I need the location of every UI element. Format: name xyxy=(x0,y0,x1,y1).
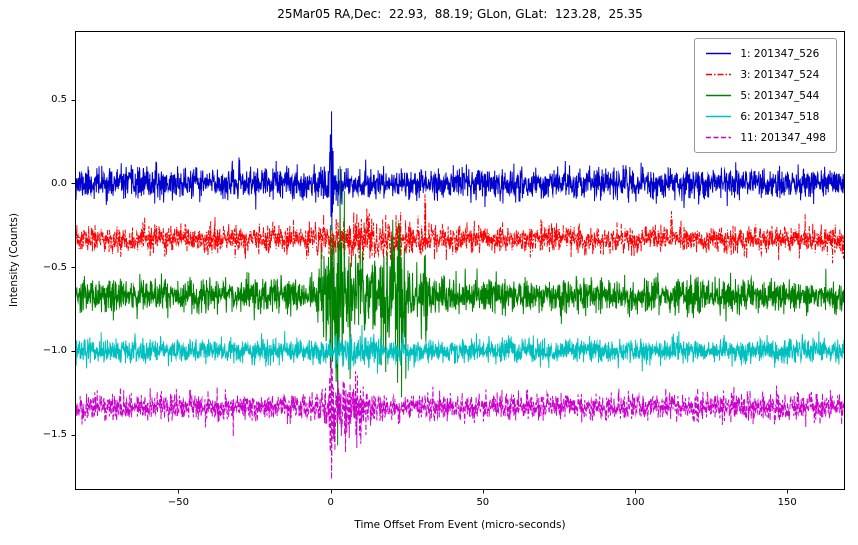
x-axis-label: Time Offset From Event (micro-seconds) xyxy=(354,519,566,531)
y-tick-label: −1.0 xyxy=(42,345,67,357)
legend: 1: 201347_526 3: 201347_524 5: 201347_544 6… xyxy=(694,38,837,153)
legend-entry: 6: 201347_518 xyxy=(705,108,826,125)
legend-entry: 1: 201347_526 xyxy=(705,45,826,62)
x-tick-label: 0 xyxy=(327,497,334,508)
x-tick-label: −50 xyxy=(167,497,190,508)
legend-label: 3: 201347_524 xyxy=(740,68,820,81)
legend-entry: 5: 201347_544 xyxy=(705,87,826,104)
y-tick-label: −0.5 xyxy=(42,261,67,273)
legend-label: 1: 201347_526 xyxy=(740,47,820,60)
legend-line-sample xyxy=(706,136,732,139)
legend-entry: 3: 201347_524 xyxy=(705,66,826,83)
legend-entry: 11: 201347_498 xyxy=(705,129,826,146)
x-tick-label: 50 xyxy=(476,497,490,508)
y-tick-label: 0.5 xyxy=(51,94,67,106)
legend-label: 6: 201347_518 xyxy=(740,110,820,123)
legend-line-sample xyxy=(706,115,732,118)
y-tick-label: 0.0 xyxy=(51,177,67,189)
x-tick-label: 100 xyxy=(625,497,645,508)
legend-line-sample xyxy=(706,73,732,76)
y-tick-label: −1.5 xyxy=(42,429,67,441)
legend-label: 5: 201347_544 xyxy=(740,89,820,102)
legend-line-sample xyxy=(706,52,732,55)
legend-line-sample xyxy=(706,94,732,97)
x-tick-label: 150 xyxy=(777,497,797,508)
legend-label: 11: 201347_498 xyxy=(740,131,826,144)
chart-title: 25Mar05 RA,Dec: 22.93, 88.19; GLon, GLat… xyxy=(277,7,643,21)
